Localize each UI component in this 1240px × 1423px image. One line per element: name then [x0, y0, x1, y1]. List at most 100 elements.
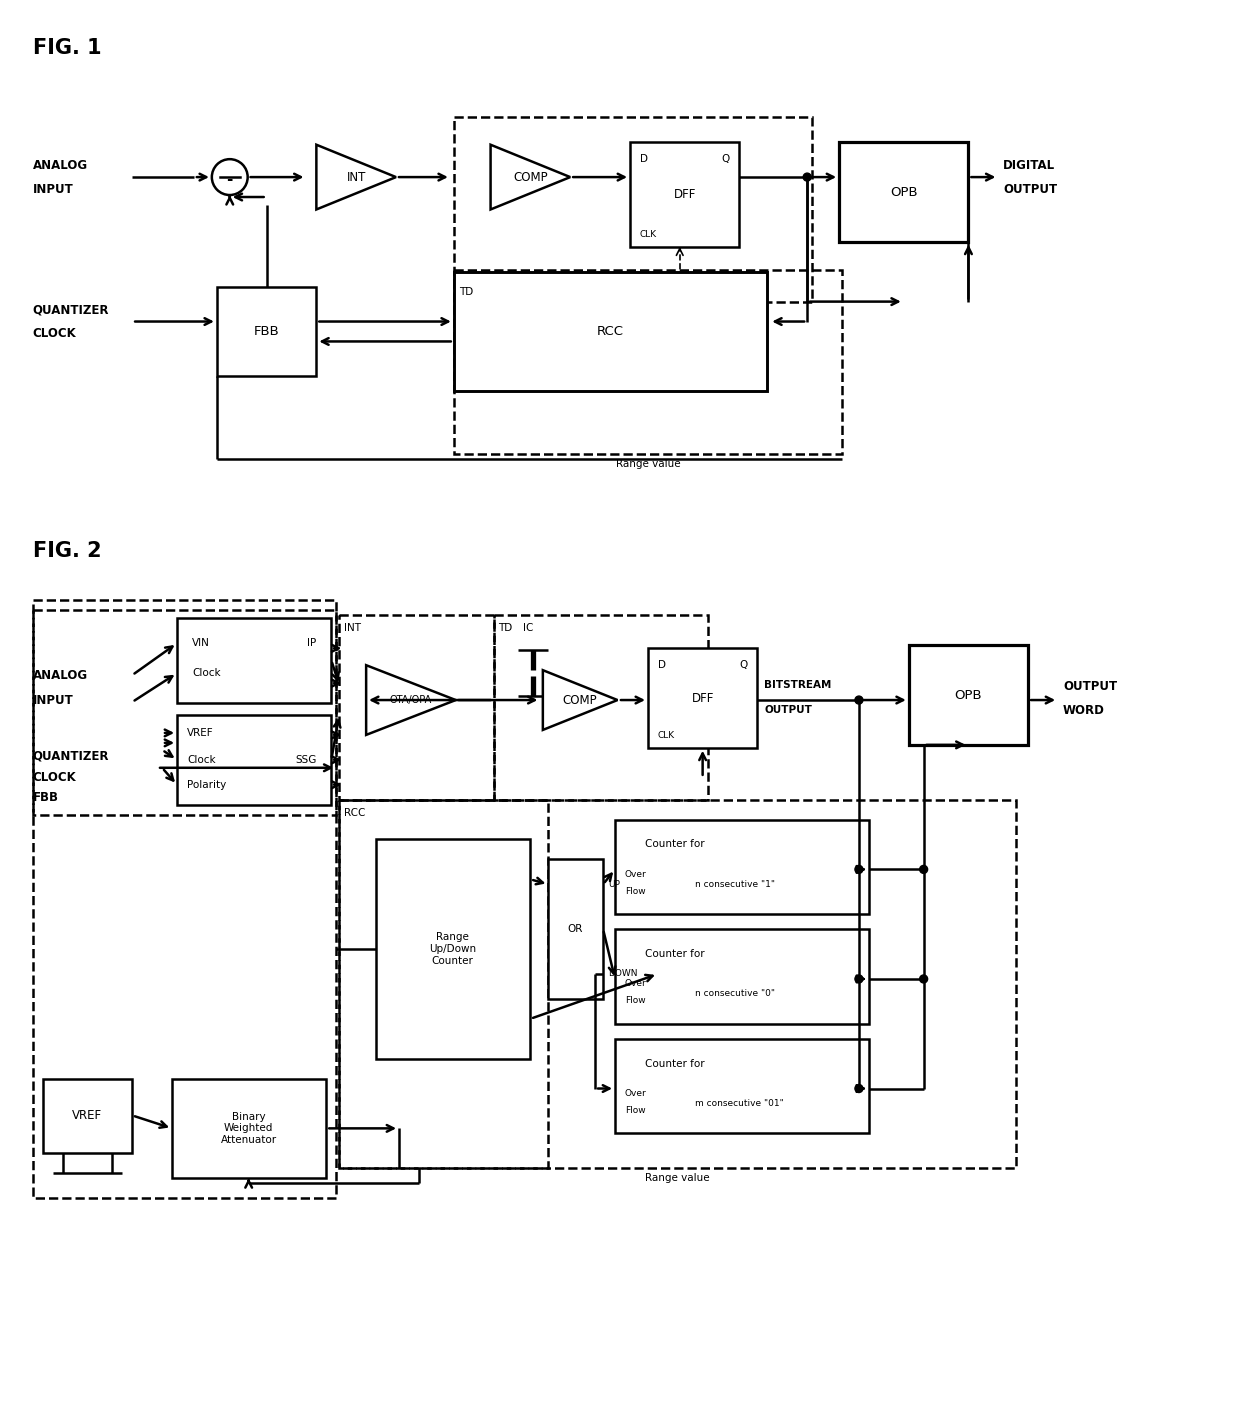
Bar: [454, 272, 768, 391]
Polygon shape: [366, 665, 456, 734]
Text: QUANTIZER: QUANTIZER: [32, 303, 109, 316]
Text: CLK: CLK: [640, 231, 657, 239]
Circle shape: [212, 159, 248, 195]
Text: RCC: RCC: [345, 808, 366, 818]
Text: Flow: Flow: [625, 996, 646, 1006]
Text: Counter for: Counter for: [645, 1059, 704, 1069]
Text: INT: INT: [345, 623, 361, 633]
Text: n consecutive "1": n consecutive "1": [694, 879, 775, 889]
Bar: [32, 610, 336, 814]
Text: Binary
Weighted
Attenuator: Binary Weighted Attenuator: [221, 1111, 277, 1146]
Text: Clock: Clock: [187, 754, 216, 764]
Circle shape: [854, 865, 863, 874]
Circle shape: [920, 865, 928, 874]
Text: Polarity: Polarity: [187, 780, 226, 790]
Bar: [615, 1039, 869, 1133]
Bar: [177, 714, 331, 804]
Text: INT: INT: [346, 171, 366, 184]
Circle shape: [854, 1084, 863, 1093]
Bar: [615, 929, 869, 1023]
Bar: [217, 286, 316, 376]
Circle shape: [854, 696, 863, 704]
Text: VREF: VREF: [187, 729, 213, 739]
Text: TD: TD: [459, 286, 472, 296]
Bar: [615, 820, 869, 914]
Text: Over: Over: [625, 1089, 647, 1099]
Text: FIG. 2: FIG. 2: [32, 541, 102, 561]
Text: Q: Q: [722, 154, 729, 164]
Bar: [494, 615, 708, 800]
Circle shape: [920, 975, 928, 983]
Text: BITSTREAM: BITSTREAM: [764, 680, 832, 690]
Bar: [172, 1079, 326, 1178]
Text: DOWN: DOWN: [608, 969, 637, 979]
Polygon shape: [543, 670, 618, 730]
Text: n consecutive "0": n consecutive "0": [694, 989, 775, 999]
Text: Over: Over: [625, 869, 647, 879]
Text: FBB: FBB: [254, 324, 279, 339]
Text: m consecutive "01": m consecutive "01": [694, 1099, 784, 1109]
Text: CLOCK: CLOCK: [32, 327, 77, 340]
Text: IC: IC: [523, 623, 533, 633]
Bar: [454, 117, 812, 302]
Bar: [548, 859, 603, 999]
Bar: [340, 800, 1017, 1168]
Text: Flow: Flow: [625, 887, 646, 896]
Bar: [340, 800, 548, 1168]
Text: VIN: VIN: [192, 639, 210, 649]
Text: OPB: OPB: [955, 689, 982, 702]
Text: SSG: SSG: [295, 754, 316, 764]
Text: WORD: WORD: [1063, 703, 1105, 717]
Polygon shape: [491, 145, 570, 209]
Bar: [177, 619, 331, 703]
Text: CLOCK: CLOCK: [32, 771, 77, 784]
Text: OUTPUT: OUTPUT: [1003, 182, 1058, 195]
Text: FBB: FBB: [32, 791, 58, 804]
Text: DIGITAL: DIGITAL: [1003, 158, 1055, 172]
Text: OUTPUT: OUTPUT: [764, 704, 812, 714]
Text: ANALOG: ANALOG: [32, 158, 88, 172]
Bar: [340, 615, 494, 800]
Text: QUANTIZER: QUANTIZER: [32, 750, 109, 763]
Text: Counter for: Counter for: [645, 840, 704, 850]
Text: ANALOG: ANALOG: [32, 669, 88, 682]
Polygon shape: [316, 145, 396, 209]
Bar: [647, 649, 758, 748]
Bar: [32, 601, 336, 1198]
Text: DFF: DFF: [692, 692, 714, 704]
Text: INPUT: INPUT: [32, 693, 73, 707]
Text: -: -: [227, 172, 233, 186]
Text: Clock: Clock: [192, 669, 221, 679]
Text: Range value: Range value: [646, 1173, 711, 1183]
Text: INPUT: INPUT: [32, 182, 73, 195]
Text: OR: OR: [568, 924, 583, 933]
Text: VREF: VREF: [72, 1109, 103, 1121]
Text: D: D: [658, 660, 666, 670]
Text: RCC: RCC: [596, 324, 624, 339]
Bar: [42, 1079, 133, 1153]
Text: OUTPUT: OUTPUT: [1063, 680, 1117, 693]
Text: Counter for: Counter for: [645, 949, 704, 959]
Text: Range value: Range value: [615, 460, 681, 470]
Text: DFF: DFF: [673, 188, 696, 201]
Text: FIG. 1: FIG. 1: [32, 37, 102, 58]
Text: Flow: Flow: [625, 1106, 646, 1116]
Text: OPB: OPB: [890, 185, 918, 199]
Text: COMP: COMP: [513, 171, 548, 184]
Circle shape: [804, 174, 811, 181]
Text: COMP: COMP: [563, 693, 598, 707]
Circle shape: [854, 975, 863, 983]
Text: OTA/OPA: OTA/OPA: [389, 694, 432, 704]
Text: Range
Up/Down
Counter: Range Up/Down Counter: [429, 932, 476, 966]
Text: Q: Q: [739, 660, 748, 670]
Text: CLK: CLK: [658, 731, 675, 740]
Text: D: D: [640, 154, 649, 164]
Text: IP: IP: [308, 639, 316, 649]
Bar: [454, 270, 842, 454]
Bar: [909, 645, 1028, 744]
Text: Over: Over: [625, 979, 647, 989]
Bar: [376, 840, 531, 1059]
Bar: [630, 142, 739, 246]
Text: TD: TD: [498, 623, 513, 633]
Text: UP: UP: [608, 879, 620, 889]
